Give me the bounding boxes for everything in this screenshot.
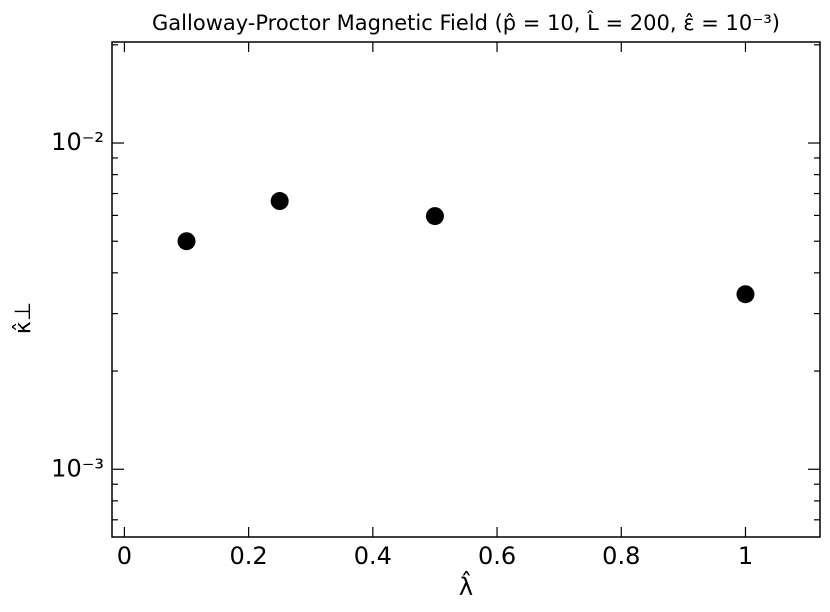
point: [177, 232, 196, 251]
y-tick-label: 10⁻²: [51, 128, 104, 156]
plot-frame: [111, 41, 821, 538]
chart-title: Galloway-Proctor Magnetic Field (p̂ = 10…: [152, 10, 780, 35]
y-tick-label: 10⁻³: [51, 454, 104, 482]
x-tick-label: 0.2: [230, 542, 268, 570]
y-axis-label: κ̂⊥: [11, 302, 36, 334]
point: [425, 207, 444, 226]
x-tick-label: 0.4: [354, 542, 392, 570]
x-tick-label: 0: [117, 542, 132, 570]
x-tick-label: 1: [738, 542, 753, 570]
point: [736, 285, 755, 304]
x-tick-label: 0.6: [478, 542, 516, 570]
x-tick-label: 0.8: [602, 542, 640, 570]
point: [270, 192, 289, 211]
x-axis-label: λ̂: [459, 571, 473, 601]
